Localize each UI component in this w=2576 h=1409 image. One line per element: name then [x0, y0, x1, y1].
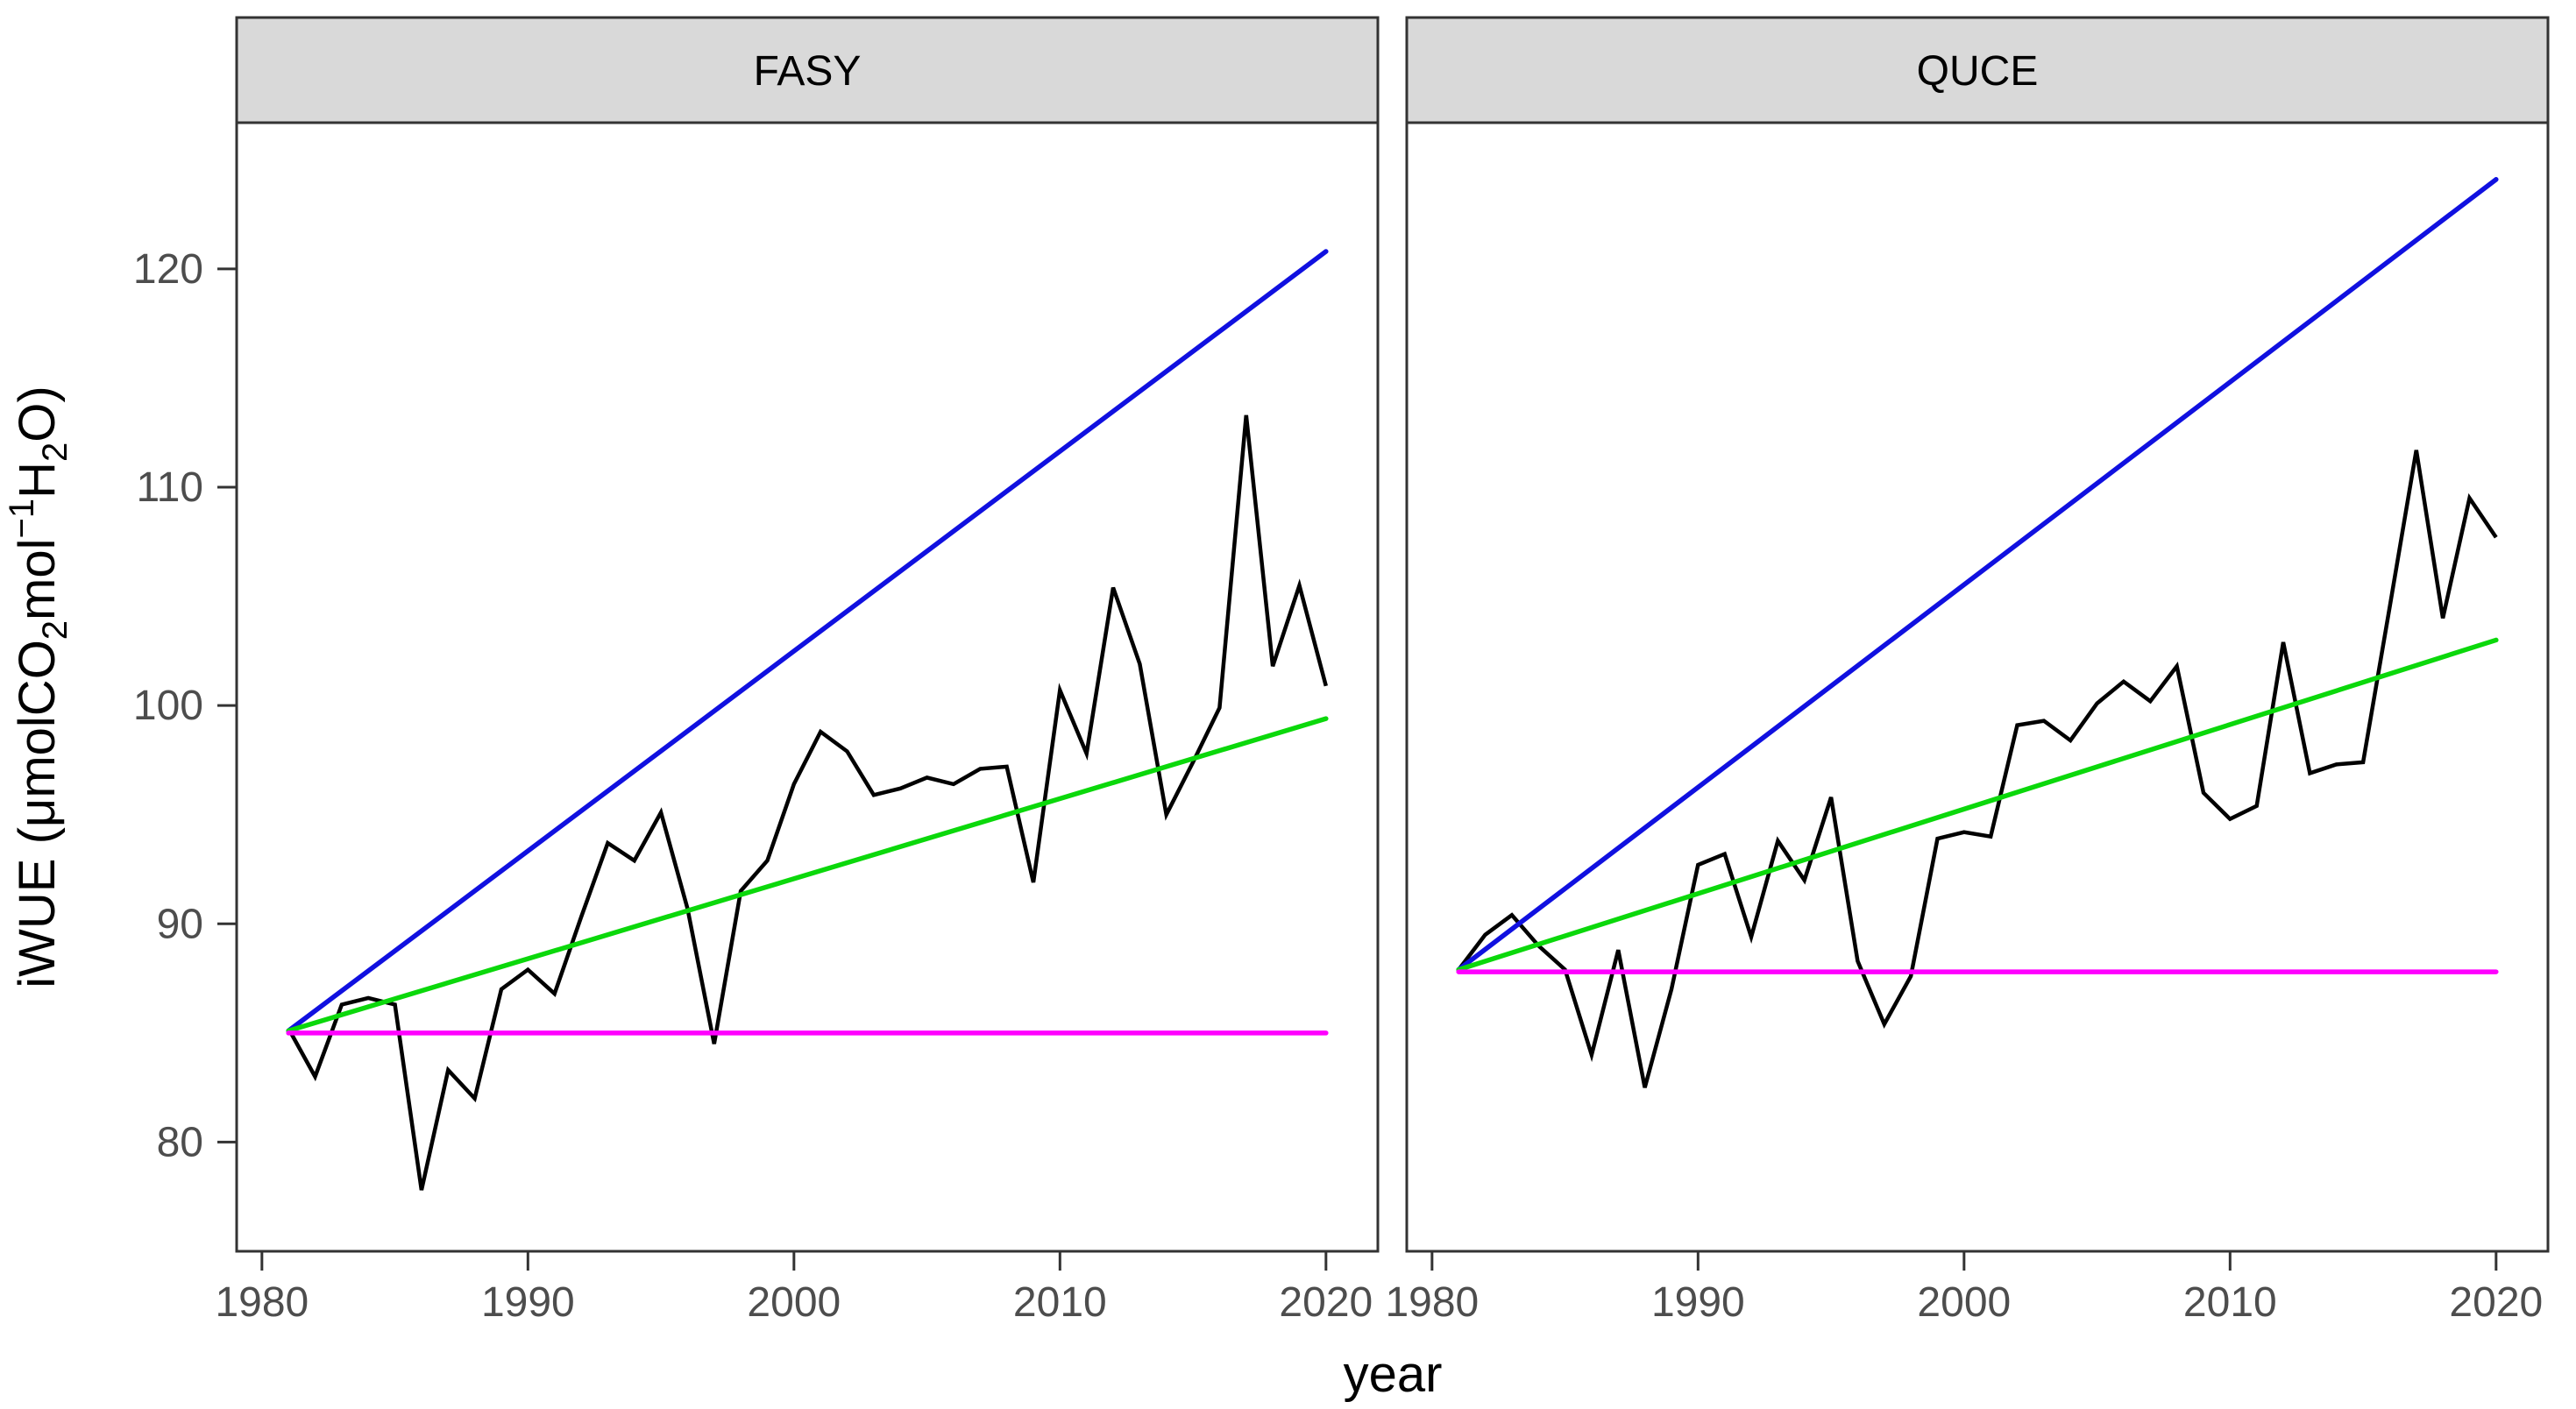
facet-label-fasy: FASY	[754, 48, 862, 95]
x-tick-label: 2000	[1917, 1279, 2011, 1326]
y-axis-title-text: mol	[9, 538, 66, 620]
y-tick-label: 100	[133, 683, 203, 729]
y-axis-title-text: H	[9, 462, 66, 499]
y-axis-title: iWUE (μmolCO2mol−1H2O)	[3, 386, 75, 988]
green-mid-trend-line	[286, 716, 1329, 1034]
x-tick-label: 1990	[481, 1279, 575, 1326]
blue-upper-trend-line	[1456, 177, 2499, 973]
x-axis-title: year	[1344, 1346, 1443, 1403]
x-tick-label: 1980	[1385, 1279, 1479, 1326]
y-axis-title-subscript: 2	[36, 443, 75, 462]
y-tick-label: 120	[133, 246, 203, 293]
panel-quce: 1980 1990 2000 2010 2020	[1385, 121, 2550, 1326]
observed-series-line	[1457, 450, 2498, 1088]
facet-strip-quce	[1405, 16, 2550, 124]
facet-strip-fasy	[235, 16, 1380, 124]
series-group	[286, 249, 1329, 1191]
x-tick-label: 2000	[747, 1279, 841, 1326]
y-tick-label: 80	[157, 1119, 203, 1165]
facet-label-quce: QUCE	[1917, 48, 2039, 95]
x-tick-label: 2010	[1013, 1279, 1107, 1326]
series-group	[1456, 177, 2499, 1088]
y-axis-title-supscript: −1	[3, 499, 41, 539]
y-axis-title-subscript: 2	[36, 620, 75, 640]
panel-border	[1405, 121, 2550, 1253]
plot-area: 80 90 100 110 120 1980 1990 2000 2010 2020 1980 199…	[133, 121, 2550, 1326]
y-axis-title-text: iWUE (	[9, 827, 66, 988]
y-tick-label: 110	[136, 464, 203, 511]
x-tick-label: 1990	[1651, 1279, 1745, 1326]
green-mid-trend-line	[1456, 637, 2499, 973]
y-tick-label: 90	[157, 901, 203, 947]
panel-fasy: 1980 1990 2000 2010 2020	[215, 121, 1380, 1326]
x-tick-label: 1980	[215, 1279, 309, 1326]
blue-upper-trend-line	[286, 249, 1329, 1034]
x-tick-label: 2010	[2183, 1279, 2277, 1326]
panel-border	[235, 121, 1380, 1253]
x-tick-label: 2020	[2449, 1279, 2543, 1326]
y-axis-title-text: μmolCO	[9, 640, 66, 827]
x-tick-label: 2020	[1279, 1279, 1373, 1326]
observed-series-line	[287, 414, 1328, 1191]
y-axis-title-text: O)	[9, 386, 66, 442]
facet-strips: FASY QUCE	[235, 16, 2550, 124]
